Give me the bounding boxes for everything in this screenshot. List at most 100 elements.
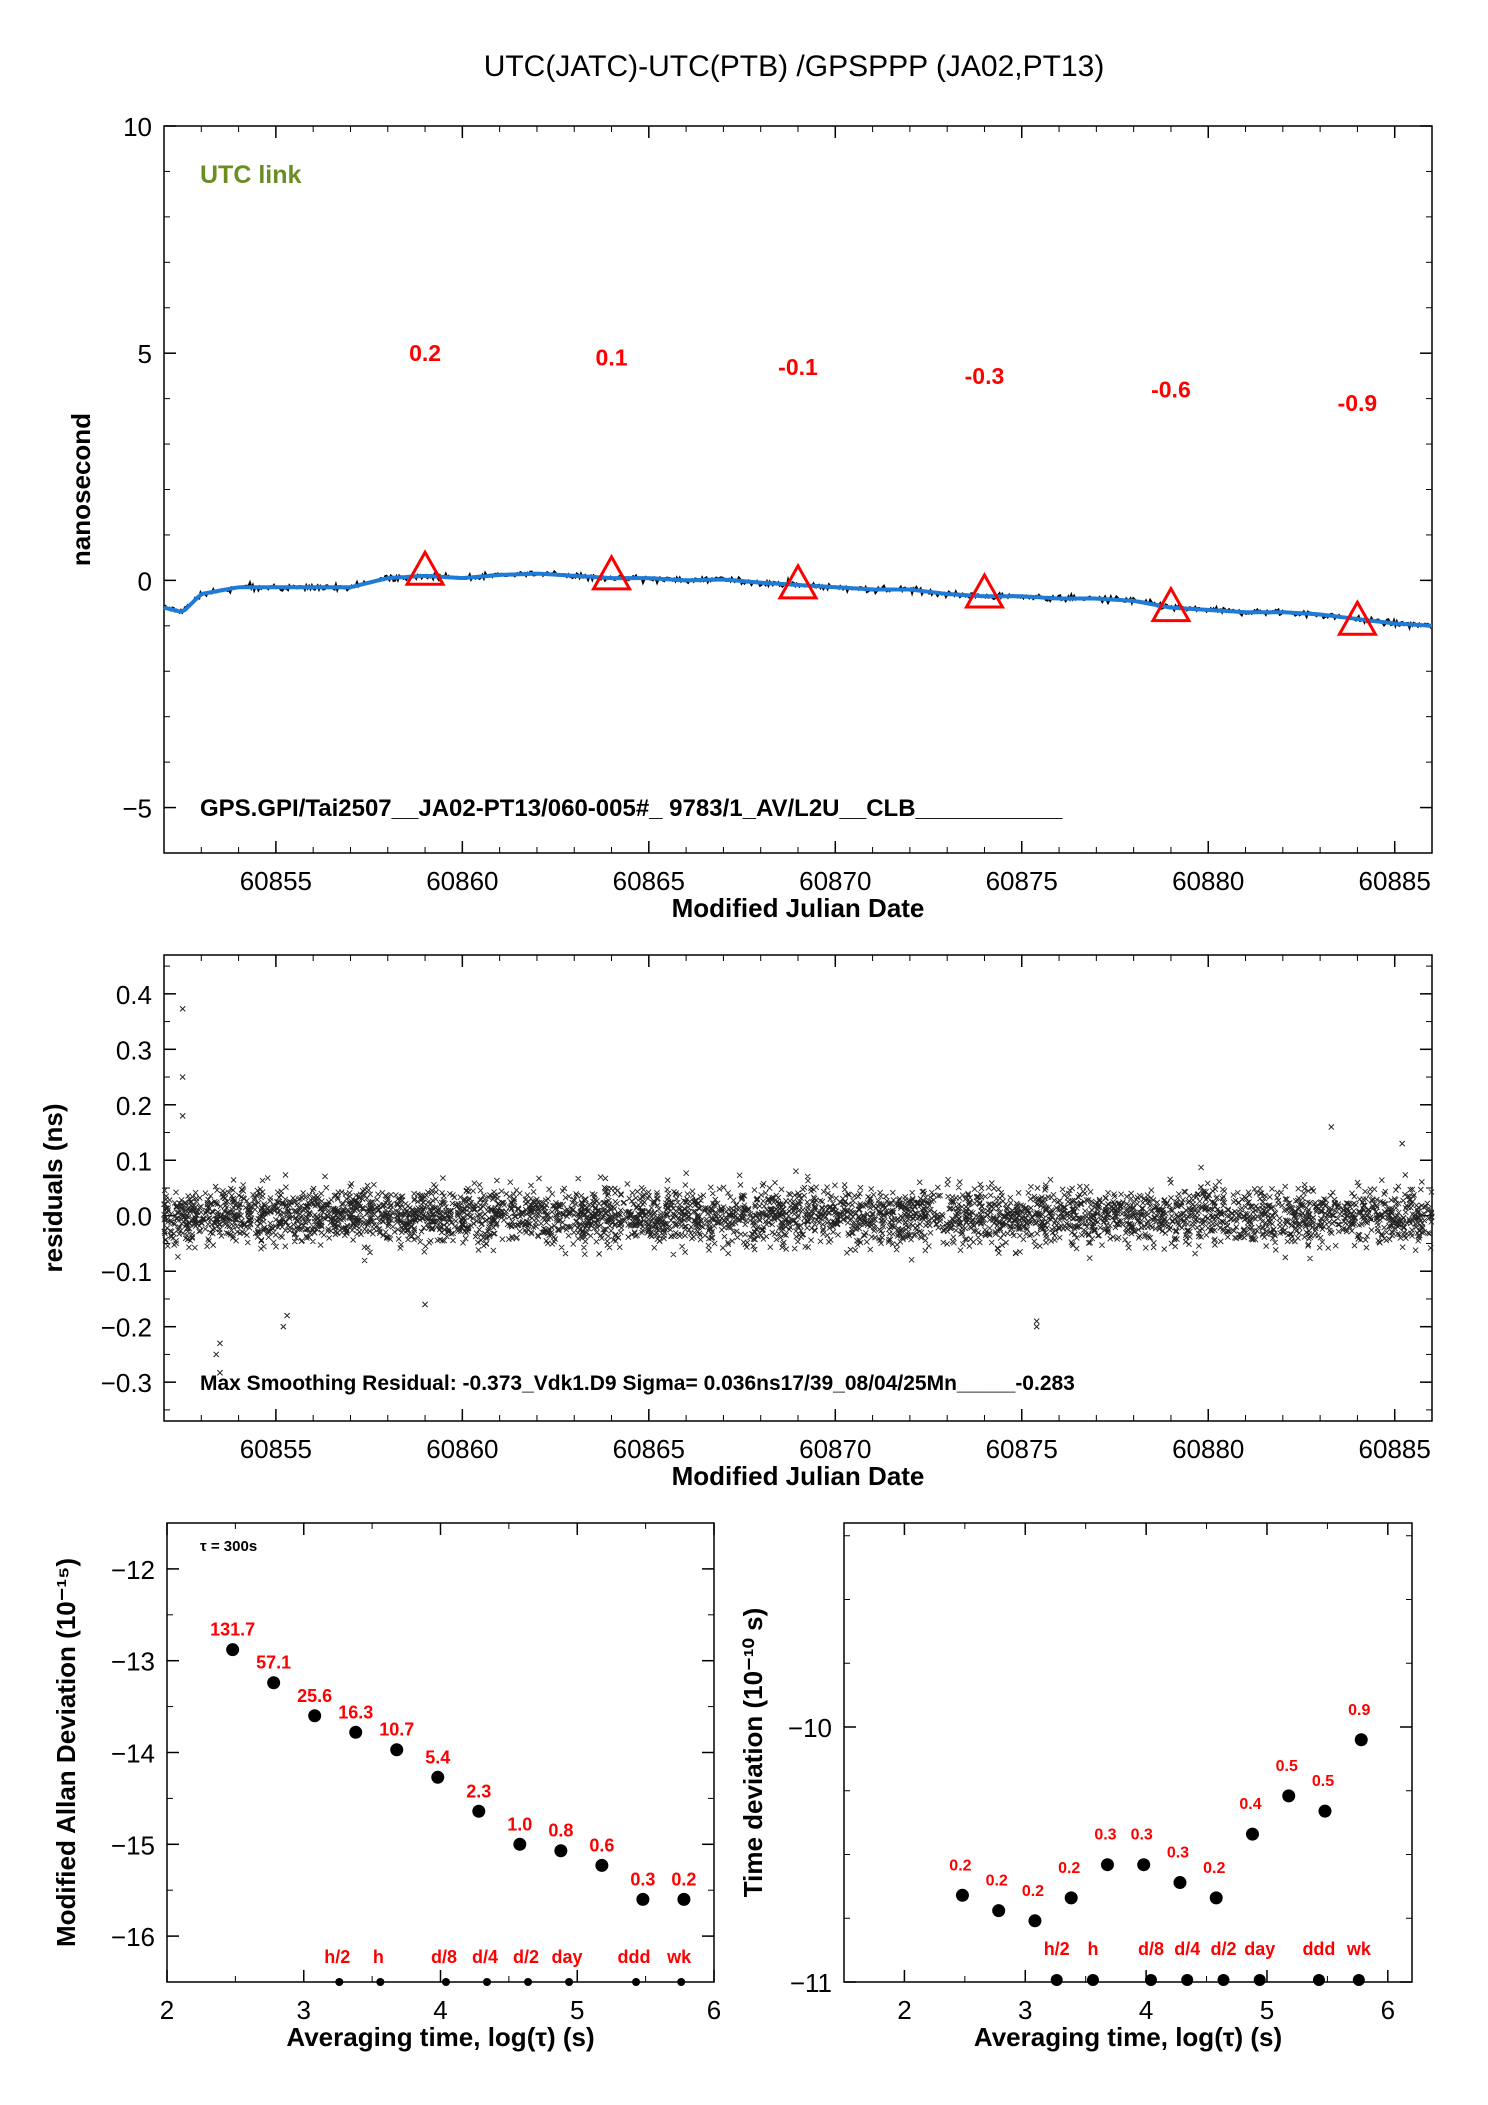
tdev-ref-marker <box>1253 1974 1266 1986</box>
y-tick-label: −10 <box>788 1713 832 1743</box>
y-tick-label: 10 <box>123 112 152 142</box>
y-axis-label: Time deviation (10⁻¹⁰ s) <box>738 1608 768 1898</box>
top-footer-text: GPS.GPI/Tai2507__JA02-PT13/060-005#_ 978… <box>200 795 1063 822</box>
triangle-marker <box>404 549 446 586</box>
tdev-point <box>1028 1914 1042 1928</box>
mdev-point-label: 16.3 <box>338 1702 373 1722</box>
x-tick-label: 60860 <box>426 1434 498 1464</box>
y-tick-label: −16 <box>111 1922 155 1952</box>
x-tick-label: 60865 <box>613 1434 685 1464</box>
tdev-chart: 2 3 4 5 6 Averaging time, log(τ) (s) −11 −10 Tim… <box>738 1522 1413 2052</box>
tdev-point <box>1100 1858 1114 1872</box>
tdev-point <box>1282 1789 1296 1803</box>
tdev-point-label: 0.3 <box>1131 1827 1153 1844</box>
mdev-point <box>636 1892 650 1906</box>
link-label: UTC link <box>200 161 301 189</box>
x-tick-label: 60870 <box>799 866 871 896</box>
tdev-ref-marker <box>1050 1974 1063 1986</box>
top-chart: 60855 60860 60865 60870 60875 60880 60885 Modif… <box>66 112 1433 923</box>
triangle-marker <box>1336 599 1378 636</box>
triangle-marker <box>963 571 1006 609</box>
tau-note: τ = 300s <box>200 1538 257 1555</box>
y-tick-label: −11 <box>790 1968 832 1998</box>
y-tick-label: −0.2 <box>101 1313 152 1343</box>
triangle-marker <box>1150 585 1192 623</box>
tdev-point-label: 0.2 <box>1058 1860 1080 1877</box>
mdev-point-label: 0.3 <box>630 1869 655 1889</box>
residual-outlier <box>179 1112 186 1119</box>
tdev-point-label: 0.2 <box>949 1857 971 1874</box>
mdev-point-label: 0.6 <box>589 1835 614 1855</box>
tdev-ref-marker <box>1312 1974 1325 1986</box>
tdev-ref-label: day <box>1244 1939 1275 1959</box>
tdev-ref-label: ddd <box>1302 1939 1335 1959</box>
tdev-ref-marker <box>1352 1974 1365 1986</box>
mdev-ref-marker <box>441 1978 450 1986</box>
residual-points <box>161 1164 1435 1264</box>
y-tick-label: −0.3 <box>101 1368 152 1398</box>
x-tick-label: 4 <box>1139 1995 1153 2025</box>
y-tick-label: 0.3 <box>116 1035 152 1065</box>
mdev-chart: 2 3 4 5 6 Averaging time, log(τ) (s) −16 −15 −14… <box>51 1522 721 2052</box>
x-tick-label: 60885 <box>1359 1434 1431 1464</box>
tdev-ref-marker <box>1181 1974 1194 1986</box>
tdev-point-label: 0.2 <box>1022 1883 1044 1900</box>
tdev-point-label: 0.2 <box>986 1873 1008 1890</box>
mdev-point <box>472 1804 486 1818</box>
mdev-point-label: 131.7 <box>210 1620 255 1640</box>
x-tick-label: 6 <box>1381 1995 1395 2025</box>
residual-outlier <box>1033 1318 1040 1325</box>
y-tick-label: −0.1 <box>101 1257 152 1287</box>
tdev-point-label: 0.5 <box>1312 1773 1334 1790</box>
mdev-point-label: 0.8 <box>548 1821 573 1841</box>
tdev-point <box>955 1888 969 1902</box>
mdev-point-label: 10.7 <box>379 1720 414 1740</box>
tdev-point <box>1173 1876 1187 1890</box>
tdev-point <box>1209 1891 1223 1905</box>
mdev-ref-marker <box>632 1978 641 1986</box>
tdev-ref-label: d/2 <box>1210 1939 1236 1959</box>
tdev-ref-label: h/2 <box>1044 1939 1070 1959</box>
y-axis: −0.3 −0.2 −0.1 0.0 0.1 0.2 0.3 0.4 residuals (ns… <box>38 965 1432 1411</box>
y-axis: −16 −15 −14 −13 −12 Modified Allan Deviation … <box>51 1522 714 1983</box>
x-tick-label: 60885 <box>1359 866 1431 896</box>
mdev-point <box>226 1643 240 1657</box>
marker-label: -0.3 <box>965 363 1005 389</box>
marker-label: -0.1 <box>778 354 818 380</box>
tdev-point <box>1137 1858 1151 1872</box>
mdev-ref-marker <box>677 1978 686 1986</box>
y-axis-label: Modified Allan Deviation (10⁻¹⁵) <box>51 1558 81 1947</box>
y-tick-label: −12 <box>111 1555 155 1585</box>
x-tick-label: 60875 <box>986 866 1058 896</box>
tdev-point-label: 0.3 <box>1094 1827 1116 1844</box>
residual-outlier <box>422 1301 429 1308</box>
marker-label: 0.2 <box>409 340 441 366</box>
mdev-ref-label: d/2 <box>513 1947 539 1967</box>
tdev-point <box>1354 1733 1368 1747</box>
tdev-point-label: 0.2 <box>1203 1860 1225 1877</box>
residual-outlier <box>179 1005 186 1012</box>
mdev-ref-marker <box>376 1978 385 1986</box>
x-axis: 2 3 4 5 6 Averaging time, log(τ) (s) <box>843 1523 1395 2052</box>
x-axis: 60855 60860 60865 60870 60875 60880 60885 Modif… <box>163 955 1433 1491</box>
triangle-marker <box>777 562 819 600</box>
tdev-ref-label: d/8 <box>1138 1939 1164 1959</box>
mdev-point <box>349 1725 363 1739</box>
residuals-chart: 60855 60860 60865 60870 60875 60880 60885 Modif… <box>38 954 1435 1491</box>
residual-outlier <box>1033 1323 1040 1330</box>
y-axis-label: nanosecond <box>66 413 96 566</box>
tdev-point <box>992 1904 1006 1918</box>
triangle-marker <box>590 553 633 591</box>
marker-label: -0.9 <box>1338 390 1378 416</box>
mdev-point <box>554 1844 568 1858</box>
tdev-point <box>1245 1827 1259 1841</box>
mdev-ref-label: d/8 <box>431 1947 457 1967</box>
residual-outlier <box>280 1323 287 1330</box>
x-tick-label: 60880 <box>1172 1434 1244 1464</box>
mdev-point <box>513 1837 527 1851</box>
x-axis-label: Averaging time, log(τ) (s) <box>974 2022 1282 2052</box>
x-tick-label: 2 <box>160 1995 174 2025</box>
y-tick-label: −14 <box>111 1739 155 1769</box>
plot-frame <box>843 1522 1413 1983</box>
